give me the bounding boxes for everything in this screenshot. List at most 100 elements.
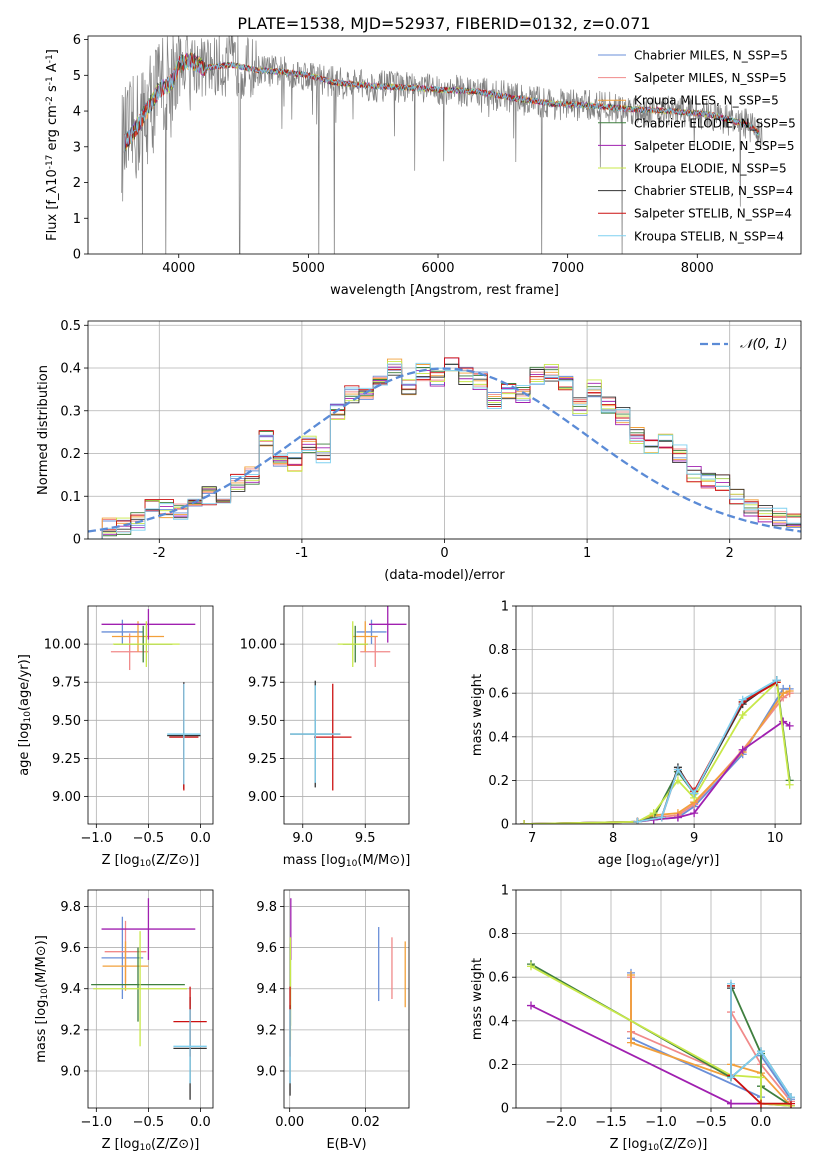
- x-axis-label: Z [log10​(Z/Z⊙)]: [610, 1137, 708, 1153]
- weight-point-marker: [757, 1099, 765, 1108]
- tick-label-x: 10: [767, 831, 784, 846]
- residuals-marks: [88, 357, 801, 539]
- legend-entry: Chabrier STELIB, N_SSP=4: [634, 184, 793, 198]
- observed-spectrum-line: [121, 36, 763, 254]
- tick-label-y: 1: [501, 884, 509, 899]
- weight-point-marker: [738, 695, 747, 704]
- axes-frame: [515, 889, 802, 1109]
- text-run: Salpeter STELIB, N_SSP=4: [634, 207, 792, 221]
- text-run: Chabrier ELODIE, N_SSP=5: [634, 116, 796, 130]
- tick-label-y: 9.0: [60, 1064, 81, 1079]
- legend-entry: Kroupa STELIB, N_SSP=4: [634, 229, 784, 243]
- tick-label-x: 0.00: [275, 1115, 304, 1130]
- tick-label-x: −1.0: [645, 1115, 677, 1130]
- text-run: Kroupa ELODIE, N_SSP=5: [634, 162, 787, 176]
- tick-label-x: 8: [609, 831, 617, 846]
- mass-vs-Z-marks: [91, 898, 207, 1100]
- tick-label-x: −2.0: [545, 1115, 577, 1130]
- tick-label-x: 9.5: [355, 831, 376, 846]
- weight-point-marker: [520, 820, 529, 824]
- tick-label-y: 9.6: [256, 941, 277, 956]
- text-run: mass [: [34, 1019, 49, 1062]
- x-axis-label: wavelength [Angstrom, rest frame]: [330, 283, 559, 298]
- weight-series-line: [637, 679, 778, 823]
- tick-label-y: 9.25: [52, 752, 81, 767]
- tick-label-y: 9.00: [248, 790, 277, 805]
- text-run: log: [631, 853, 651, 868]
- legend-entry: Salpeter STELIB, N_SSP=4: [634, 207, 792, 221]
- tick-label-x: 0.0: [190, 1115, 211, 1130]
- text-run: Chabrier MILES, N_SSP=5: [634, 49, 788, 63]
- subscript: 10: [648, 1143, 660, 1153]
- y-axis-label: age [log10​(age/yr)]: [17, 654, 33, 776]
- text-run: Chabrier STELIB, N_SSP=4: [634, 184, 793, 198]
- tick-label-x: 0.0: [751, 1115, 772, 1130]
- mass-vs-ebv-marks: [289, 898, 406, 1096]
- text-run: log: [120, 853, 140, 868]
- axes-frame: [87, 320, 802, 540]
- text-run: age [: [598, 853, 631, 868]
- weight-point-marker: [527, 962, 535, 971]
- superscript: -2: [45, 96, 55, 105]
- tick-label-y: 3: [73, 140, 81, 155]
- superscript: -1: [45, 76, 55, 85]
- tick-label-y: 0.1: [60, 490, 81, 505]
- text-run: E(B-V): [326, 1137, 366, 1152]
- tick-label-y: 9.50: [248, 714, 277, 729]
- tick-label-y: 0.4: [488, 1014, 509, 1029]
- weight-series-line: [524, 692, 791, 824]
- weight-point-marker: [738, 711, 747, 719]
- weight-point-marker: [690, 809, 699, 818]
- tick-label-y: 1: [501, 600, 509, 615]
- tick-label-y: 9.2: [256, 1023, 277, 1038]
- residuals-panel: -2 -1 0 1 2 0 0.1 0.2 0.3 0.4 0.5 Normed distributi…: [36, 319, 802, 583]
- subscript: 10: [40, 988, 50, 1000]
- legend-entry: Kroupa ELODIE, N_SSP=5: [634, 162, 787, 176]
- tick-label-x: 0: [440, 546, 448, 561]
- tick-label-x: −1.0: [81, 1115, 113, 1130]
- legend-entry: Kroupa MILES, N_SSP=5: [634, 94, 779, 108]
- tick-label-y: 9.8: [60, 900, 81, 915]
- weight-point-marker: [785, 687, 794, 696]
- text-run: Salpeter ELODIE, N_SSP=5: [634, 139, 795, 153]
- weight-point-marker: [772, 676, 781, 685]
- tick-label-x: 9.0: [292, 831, 313, 846]
- text-run: log: [628, 1137, 648, 1152]
- tick-label-y: 0: [73, 533, 81, 548]
- weight-point-marker: [779, 689, 788, 698]
- weight-point-marker: [787, 1093, 795, 1102]
- tick-label-y: 9.4: [60, 982, 81, 997]
- weight-point-marker: [657, 813, 666, 822]
- tick-label-x: 2: [726, 546, 734, 561]
- tick-label-x: 9: [690, 831, 698, 846]
- tick-label-x: −0.5: [133, 1115, 165, 1130]
- text-run: log: [326, 853, 346, 868]
- tick-label-y: 9.25: [248, 752, 277, 767]
- tick-label-x: 0.02: [351, 1115, 380, 1130]
- weight-series-line: [530, 963, 792, 1107]
- tick-label-y: 6: [73, 33, 81, 48]
- tick-label-y: 0.2: [488, 1058, 509, 1073]
- tick-label-y: 0: [73, 248, 81, 263]
- text-run: Z [: [102, 853, 120, 868]
- tick-label-x: 6000: [421, 261, 454, 276]
- superscript: -17: [45, 155, 55, 170]
- tick-label-x: 8000: [681, 261, 714, 276]
- text-run: (M/M⊙)]: [357, 853, 410, 868]
- text-run: s: [45, 85, 60, 96]
- axes-frame: [515, 605, 802, 825]
- tick-label-y: 0.8: [488, 927, 509, 942]
- weight-point-marker: [673, 765, 682, 774]
- axes-frame: [87, 35, 802, 255]
- tick-label-x: −0.5: [133, 831, 165, 846]
- tick-label-x: −1.5: [595, 1115, 627, 1130]
- tick-label-y: 9.4: [256, 982, 277, 997]
- weight-point-marker: [627, 1038, 635, 1047]
- subscript: 10: [346, 859, 358, 869]
- text-run: ]: [45, 49, 60, 54]
- tick-label-y: 0.8: [488, 643, 509, 658]
- x-axis-label: age [log10​(age/yr)]: [598, 853, 720, 869]
- text-run: age [: [17, 742, 32, 775]
